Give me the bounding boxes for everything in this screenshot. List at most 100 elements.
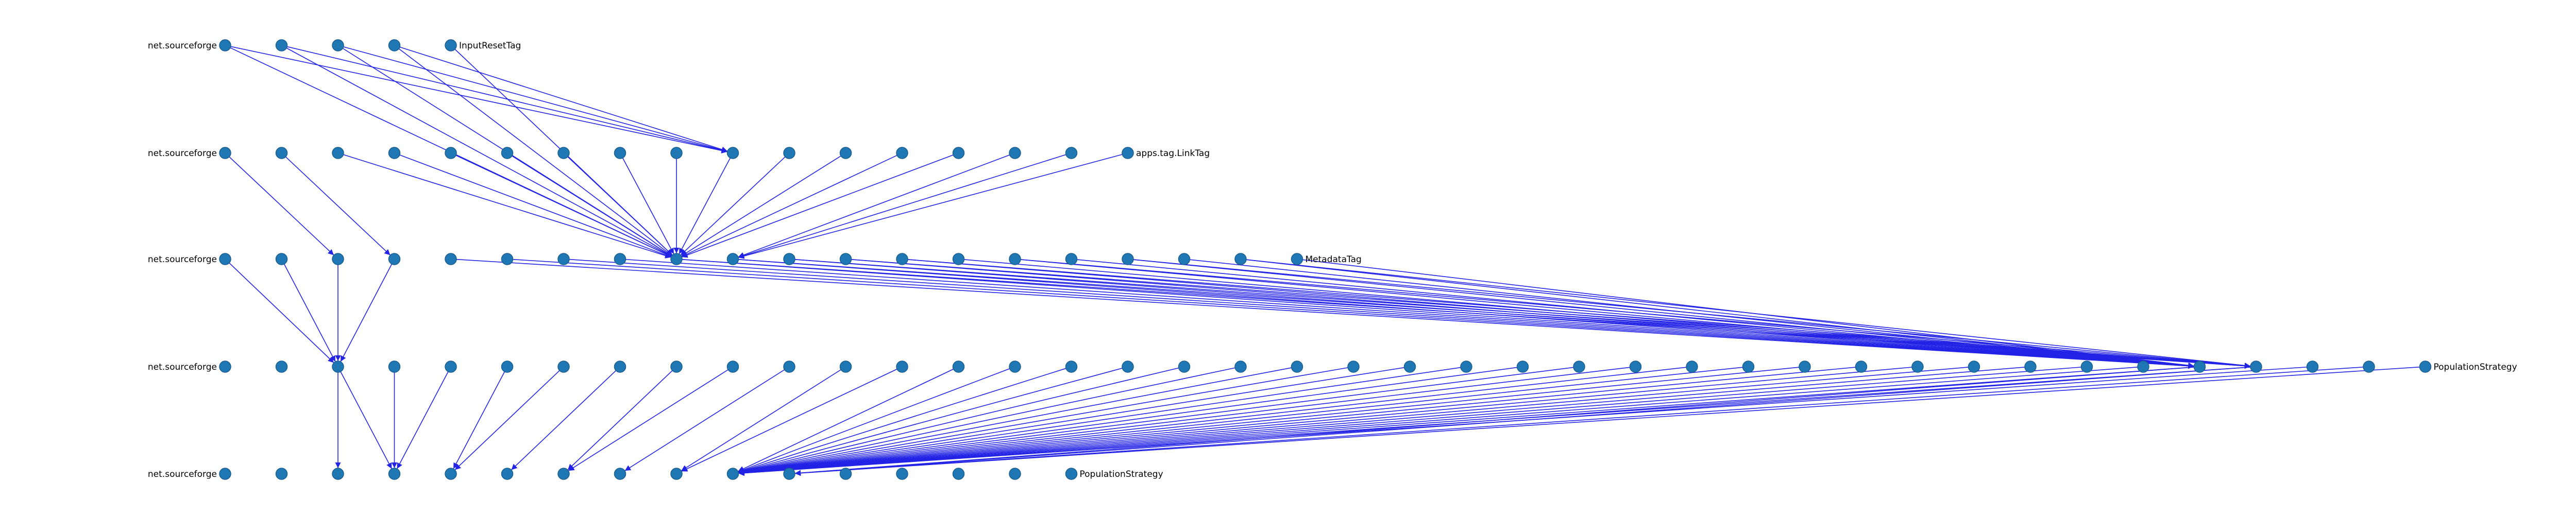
graph-node <box>1799 360 1811 373</box>
graph-node <box>2419 360 2432 373</box>
graph-node <box>445 253 457 265</box>
edge-arrow <box>738 367 1856 476</box>
edge-arrow <box>512 156 672 256</box>
graph-node <box>726 468 739 480</box>
edge-arrow <box>513 259 2194 369</box>
graph-node <box>726 253 739 265</box>
graph-node <box>501 147 514 159</box>
graph-node <box>332 468 344 480</box>
graph-node <box>952 360 965 373</box>
edge-arrow <box>230 46 727 153</box>
edge-arrow <box>568 369 728 471</box>
graph-node <box>275 147 288 159</box>
graph-node <box>783 253 795 265</box>
edge-arrow <box>738 367 1574 475</box>
edge-arrow <box>681 368 897 472</box>
graph-node <box>839 360 852 373</box>
graph-node <box>445 147 457 159</box>
edge-arrow <box>738 366 2251 476</box>
graph-node <box>783 360 795 373</box>
node-label: net.sourceforge <box>148 362 217 372</box>
edge-arrow <box>738 367 1630 475</box>
graph-node <box>839 253 852 265</box>
graph-node <box>1291 253 1303 265</box>
graph-node <box>388 147 401 159</box>
edge-arrow <box>454 370 560 471</box>
node-label: net.sourceforge <box>148 469 217 479</box>
graph-node <box>275 253 288 265</box>
node-label: MetadataTag <box>1306 254 1362 265</box>
graph-node <box>557 360 570 373</box>
graph-node <box>1234 253 1247 265</box>
graph-node <box>445 468 457 480</box>
graph-node <box>1911 360 1924 373</box>
edge-arrow <box>511 370 617 471</box>
graph-node <box>388 253 401 265</box>
edge-arrow <box>567 370 673 471</box>
edge-arrow <box>738 368 954 472</box>
graph-node <box>1122 360 1134 373</box>
edge-arrow <box>738 154 1123 259</box>
edge-arrow <box>681 156 841 256</box>
edge-arrow <box>738 367 2025 476</box>
node-layer <box>219 39 2432 480</box>
edge-arrow <box>343 154 671 259</box>
graph-node <box>1009 360 1021 373</box>
edge-arrow <box>285 156 391 256</box>
graph-node <box>501 468 514 480</box>
edge-arrow <box>738 367 1517 475</box>
graph-node <box>726 147 739 159</box>
graph-node <box>388 360 401 373</box>
graph-node <box>501 360 514 373</box>
edge-arrow <box>738 367 1292 475</box>
edge-arrow <box>399 154 671 258</box>
graph-node <box>670 147 683 159</box>
edge-arrow <box>738 366 2307 476</box>
edge-arrow <box>625 259 2194 369</box>
graph-node <box>1122 253 1134 265</box>
edge-arrow <box>622 158 674 254</box>
edge-arrow <box>738 367 1743 476</box>
edge-arrow <box>738 367 1235 474</box>
graph-node <box>1065 468 1078 480</box>
graph-node <box>1009 253 1021 265</box>
graph-node <box>1573 360 1585 373</box>
graph-node <box>1234 360 1247 373</box>
graph-node <box>557 147 570 159</box>
graph-node <box>2137 360 2149 373</box>
edge-arrow <box>680 156 786 256</box>
label-layer: net.sourceforge InputResetTag net.sourcefo… <box>148 41 2517 479</box>
graph-node <box>614 147 626 159</box>
edge-arrow <box>455 154 672 258</box>
graph-node <box>1968 360 1980 373</box>
graph-node <box>2024 360 2037 373</box>
edge-arrow <box>738 367 1348 475</box>
edge-arrow <box>229 263 334 363</box>
edge-arrow <box>738 259 2251 369</box>
graph-node <box>275 468 288 480</box>
edge-arrow <box>738 154 1066 259</box>
graph-node <box>783 468 795 480</box>
edge-arrow <box>738 367 1912 476</box>
edge-arrow <box>679 158 731 254</box>
graph-node <box>1742 360 1755 373</box>
edge-arrow <box>681 369 841 471</box>
graph-node <box>1009 147 1021 159</box>
edge-arrow <box>907 259 2251 369</box>
graph-node <box>1629 360 1642 373</box>
graph-node <box>2080 360 2093 373</box>
edge-arrow <box>738 368 1123 474</box>
graph-node <box>1065 360 1078 373</box>
graph-node <box>839 147 852 159</box>
edge-arrow <box>398 48 672 256</box>
edge-arrow <box>286 47 672 257</box>
graph-node <box>952 468 965 480</box>
edge-arrow <box>738 367 1969 476</box>
graph-node <box>670 360 683 373</box>
graph-node <box>2250 360 2262 373</box>
edge-arrow <box>283 264 336 362</box>
edge-arrow <box>569 259 2194 369</box>
edge-arrow <box>738 154 1010 258</box>
edge-arrow <box>229 156 334 256</box>
graph-node <box>896 360 908 373</box>
